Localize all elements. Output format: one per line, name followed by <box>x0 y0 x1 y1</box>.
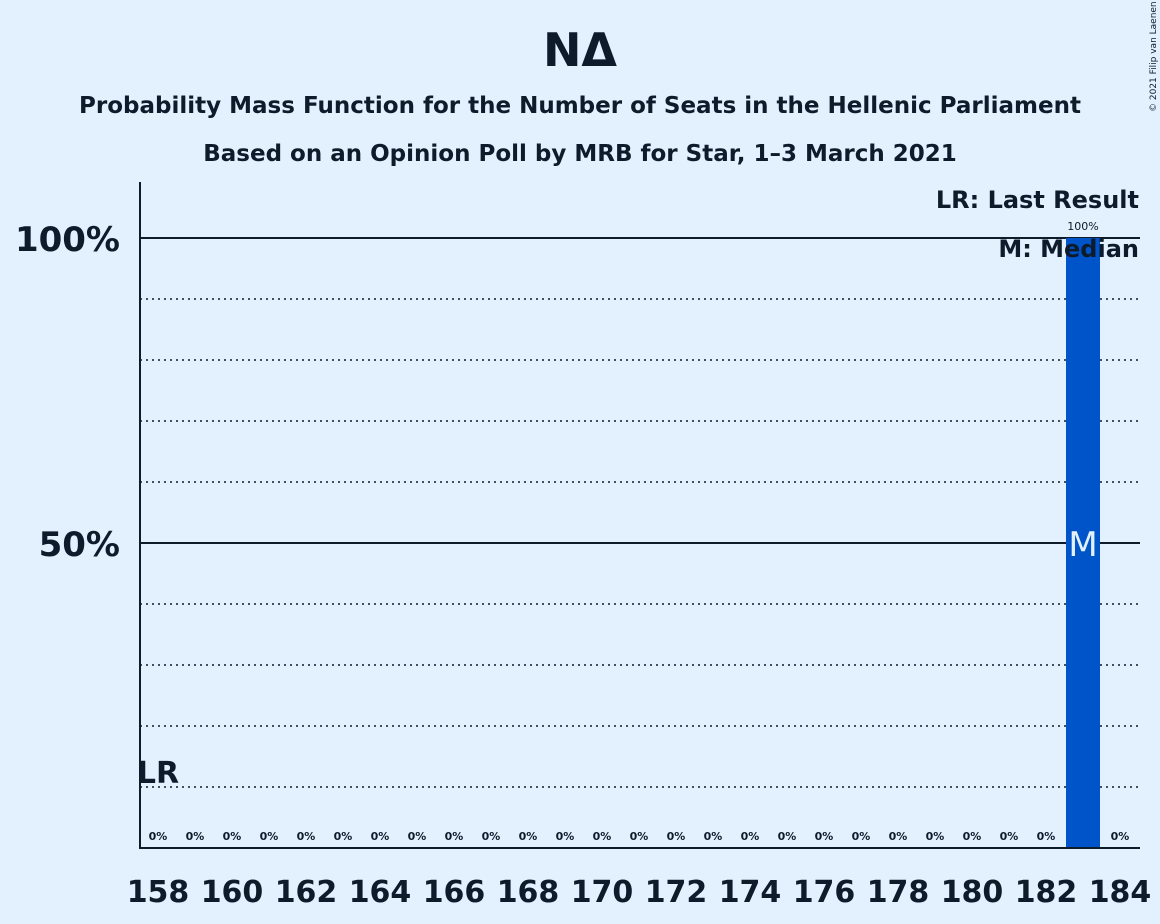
chart-title: ΝΔ <box>543 23 617 77</box>
y-tick-label: 50% <box>39 525 120 565</box>
value-label: 0% <box>149 830 168 843</box>
value-label: 0% <box>1037 830 1056 843</box>
x-tick-label: 168 <box>497 875 560 910</box>
value-labels: 0% 0% 0% 0% 0% 0% 0% 0% 0% 0% 0% 0% 0% 0% 0% 0% 0% 0% 0% 0%… <box>137 220 1129 843</box>
x-tick-label: 178 <box>867 875 930 910</box>
value-label: 0% <box>593 830 612 843</box>
x-tick-label: 180 <box>941 875 1004 910</box>
value-label: 0% <box>630 830 649 843</box>
value-label: 0% <box>667 830 686 843</box>
value-label: 0% <box>408 830 427 843</box>
value-label: 100% <box>1067 220 1098 233</box>
last-result-marker: LR <box>137 756 179 791</box>
x-tick-label: 170 <box>571 875 634 910</box>
x-tick-label: 158 <box>127 875 190 910</box>
value-label: 0% <box>852 830 871 843</box>
grid <box>140 237 1140 788</box>
bars <box>1066 238 1100 848</box>
x-tick-label: 176 <box>793 875 856 910</box>
x-tick-label: 172 <box>645 875 708 910</box>
value-label: 0% <box>963 830 982 843</box>
chart-subtitle: Probability Mass Function for the Number… <box>79 93 1081 119</box>
value-label: 0% <box>223 830 242 843</box>
x-tick-label: 166 <box>423 875 486 910</box>
value-label: 0% <box>482 830 501 843</box>
x-tick-label: 164 <box>349 875 412 910</box>
value-label: 0% <box>445 830 464 843</box>
value-label: 0% <box>778 830 797 843</box>
value-label: 0% <box>556 830 575 843</box>
x-tick-label: 174 <box>719 875 782 910</box>
x-tick-label: 182 <box>1015 875 1078 910</box>
chart-subtitle-2: Based on an Opinion Poll by MRB for Star… <box>203 141 957 167</box>
y-tick-label: 100% <box>15 220 120 260</box>
value-label: 0% <box>519 830 538 843</box>
value-label: 0% <box>186 830 205 843</box>
value-label: 0% <box>260 830 279 843</box>
x-tick-label: 162 <box>275 875 338 910</box>
copyright-note: © 2021 Filip van Laenen <box>1149 1 1159 112</box>
value-label: 0% <box>926 830 945 843</box>
value-label: 0% <box>741 830 760 843</box>
legend-median: M: Median <box>998 235 1139 263</box>
value-label: 0% <box>1111 830 1130 843</box>
value-label: 0% <box>815 830 834 843</box>
axes: 50% 100% 158 160 162 164 166 168 170 172 174 176 178… <box>15 182 1151 910</box>
x-tick-label: 184 <box>1089 875 1152 910</box>
x-tick-label: 160 <box>201 875 264 910</box>
value-label: 0% <box>334 830 353 843</box>
value-label: 0% <box>297 830 316 843</box>
value-label: 0% <box>371 830 390 843</box>
bar <box>1066 238 1100 848</box>
legend-last-result: LR: Last Result <box>936 186 1139 214</box>
value-label: 0% <box>889 830 908 843</box>
median-marker: M <box>1068 525 1097 565</box>
value-label: 0% <box>1000 830 1019 843</box>
value-label: 0% <box>704 830 723 843</box>
